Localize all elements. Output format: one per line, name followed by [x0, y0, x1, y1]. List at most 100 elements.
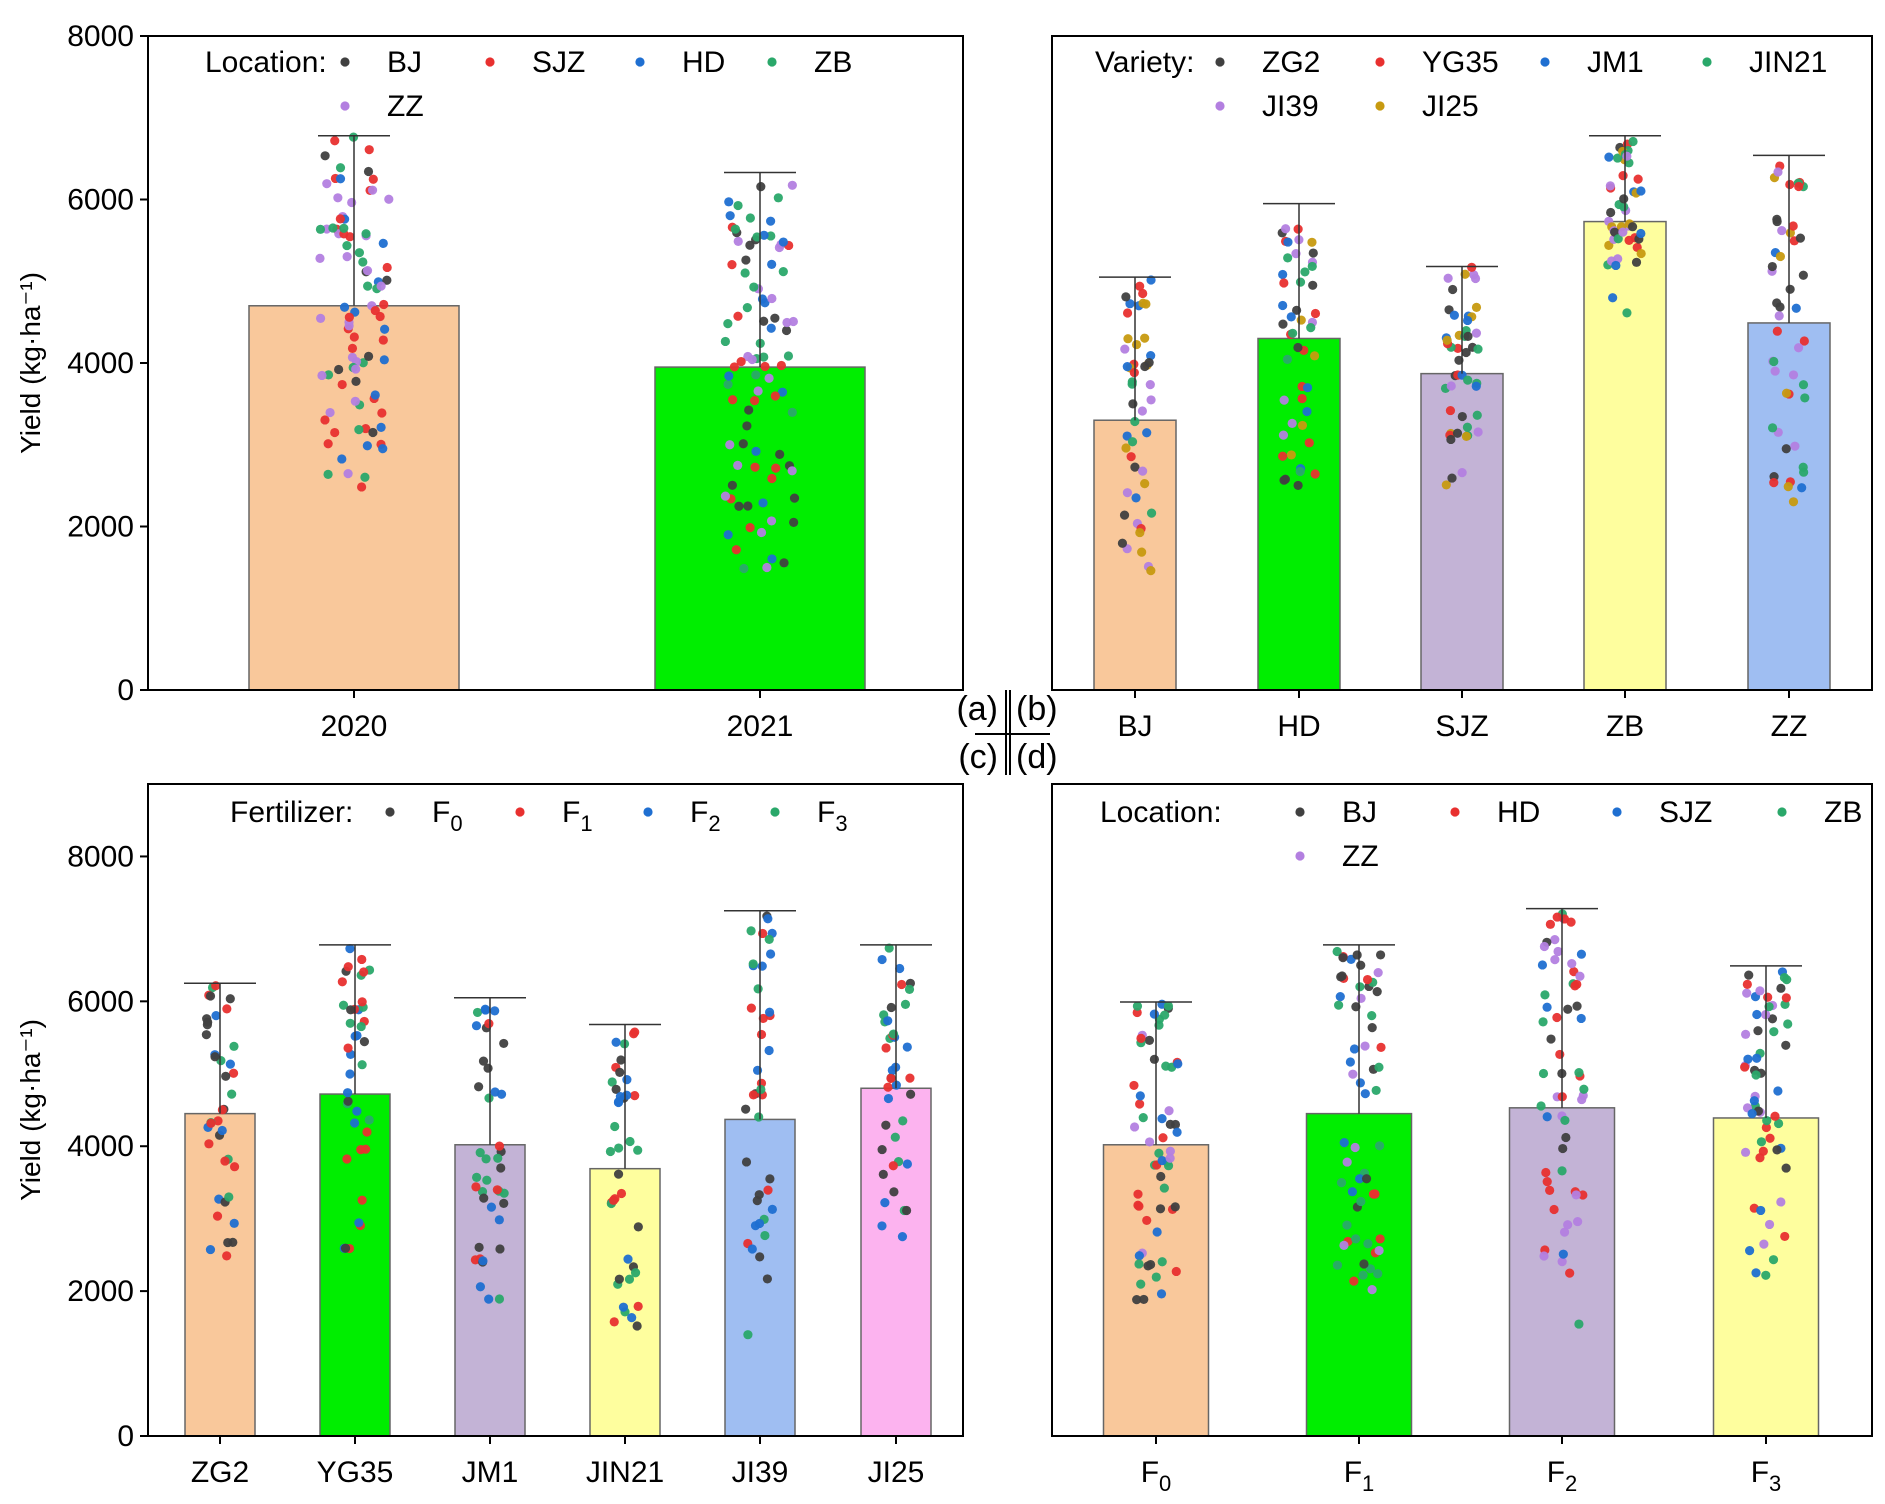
bar-2: [1420, 372, 1504, 691]
y-tick-label-2: 4000: [67, 347, 134, 380]
point: [205, 991, 216, 1001]
legend-label-2: F2: [690, 796, 721, 836]
point: [1165, 1153, 1175, 1163]
point: [1278, 300, 1288, 311]
point: [724, 371, 734, 381]
point: [762, 562, 772, 573]
legend-title: Variety:: [1095, 46, 1194, 79]
point: [212, 1211, 223, 1221]
point: [1542, 1112, 1552, 1122]
point: [747, 354, 757, 365]
point: [1552, 1012, 1562, 1023]
point: [741, 255, 751, 265]
point: [470, 1255, 480, 1265]
point: [630, 1027, 640, 1037]
point: [745, 213, 755, 223]
point: [1604, 152, 1614, 162]
point: [720, 491, 731, 501]
point: [1355, 1078, 1365, 1088]
point: [1608, 293, 1618, 303]
point: [1773, 167, 1783, 177]
point: [358, 358, 368, 368]
point: [1129, 1122, 1140, 1132]
point: [1563, 1220, 1573, 1230]
point: [1622, 308, 1632, 318]
legend-marker-2: [643, 807, 653, 817]
point: [1123, 334, 1133, 344]
y-tick-label-4: 8000: [67, 840, 134, 873]
legend-label-3: ZB: [1824, 796, 1862, 829]
legend-label-2: SJZ: [1659, 796, 1712, 829]
point: [343, 962, 353, 972]
point: [762, 1274, 772, 1284]
point: [611, 1037, 621, 1047]
point: [1367, 1285, 1377, 1295]
point: [1461, 347, 1471, 358]
point: [1279, 395, 1289, 405]
point: [1446, 381, 1456, 391]
point: [723, 379, 733, 390]
point: [496, 1163, 506, 1173]
point: [474, 1082, 484, 1092]
point: [1546, 1034, 1556, 1044]
point: [382, 262, 392, 273]
point: [883, 1016, 893, 1026]
point: [1783, 1019, 1793, 1029]
y-tick-label-2: 4000: [67, 1130, 134, 1163]
point: [343, 1088, 353, 1098]
point: [352, 1106, 362, 1116]
legend-label-3: JIN21: [1749, 46, 1827, 79]
point: [492, 1185, 502, 1195]
point: [615, 1067, 625, 1077]
point: [740, 268, 750, 278]
point: [1798, 270, 1808, 280]
point: [1172, 1127, 1182, 1137]
legend-label-0: ZG2: [1262, 46, 1320, 79]
point: [1132, 1001, 1143, 1011]
point: [1555, 1049, 1565, 1060]
point: [759, 230, 769, 240]
point: [490, 1087, 500, 1097]
point: [342, 1154, 352, 1164]
x-tick-label-2: JM1: [462, 1456, 519, 1489]
point: [1470, 273, 1481, 284]
point: [1293, 342, 1303, 353]
point: [1293, 224, 1303, 234]
point: [1767, 423, 1778, 433]
point: [1471, 328, 1482, 338]
point: [754, 1218, 765, 1229]
point: [323, 439, 333, 449]
point: [764, 934, 774, 944]
point: [763, 1185, 773, 1195]
point: [1791, 303, 1801, 313]
point: [1367, 1011, 1377, 1021]
point: [1130, 416, 1140, 427]
point: [1767, 261, 1777, 272]
point: [1574, 1067, 1584, 1078]
point: [1165, 1146, 1175, 1156]
bar-2: [454, 1144, 526, 1437]
point: [339, 302, 350, 312]
point: [1790, 441, 1800, 451]
point: [354, 1218, 364, 1228]
point: [330, 136, 340, 146]
legend-marker-1: [1450, 807, 1460, 817]
panel-tag-c: (c): [958, 738, 998, 776]
legend-label-0: F0: [432, 796, 463, 836]
point: [1308, 248, 1318, 258]
point: [1157, 1114, 1167, 1124]
point: [1342, 1157, 1352, 1167]
panel-tag-b: (b): [1016, 690, 1058, 728]
point: [362, 1127, 372, 1137]
point: [724, 197, 734, 207]
point: [884, 943, 894, 953]
point: [337, 977, 347, 987]
point: [382, 275, 392, 285]
point: [1769, 1027, 1779, 1037]
point: [1309, 351, 1320, 361]
point: [1541, 1167, 1551, 1178]
point: [1347, 1187, 1357, 1197]
point: [1624, 235, 1634, 245]
point: [1146, 395, 1156, 405]
